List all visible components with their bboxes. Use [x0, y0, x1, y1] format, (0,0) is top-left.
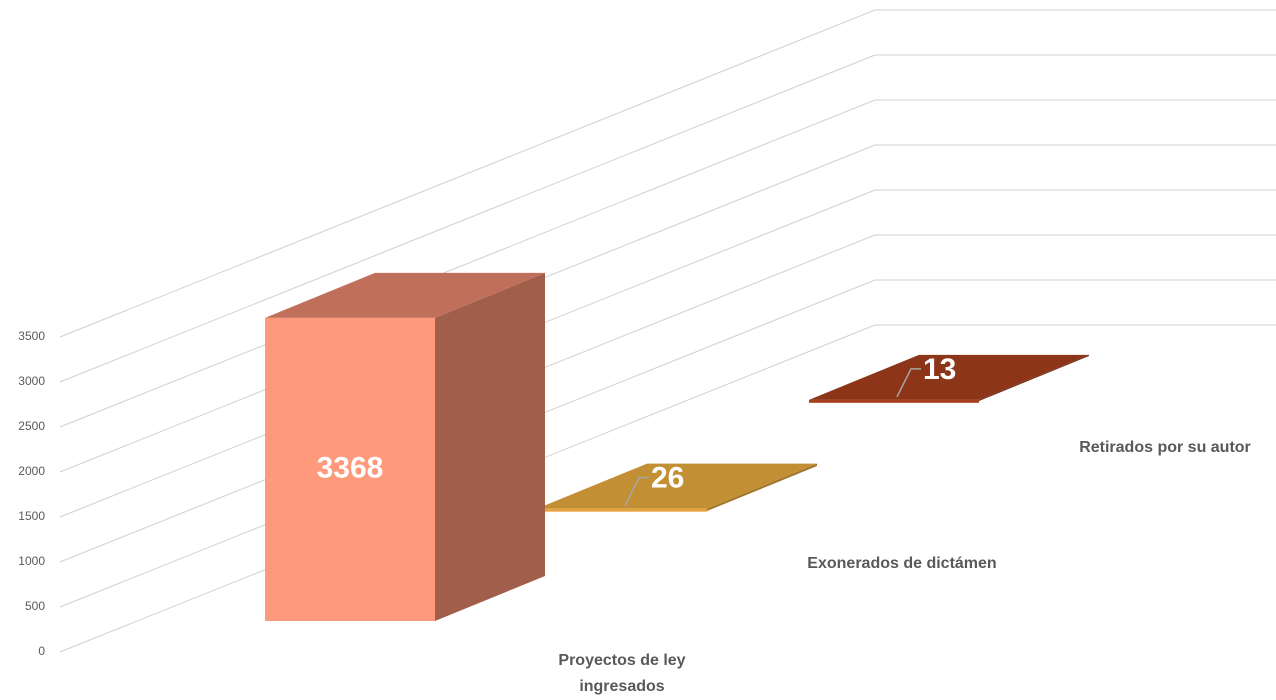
- value-label: 26: [651, 462, 684, 495]
- bar-front: [265, 317, 435, 621]
- x-tick-label: Retirados por su autor: [1079, 439, 1251, 456]
- bar-front: [809, 399, 979, 403]
- y-tick-label: 2000: [18, 464, 45, 478]
- y-tick-label: 3500: [18, 329, 45, 343]
- bar-side: [435, 272, 545, 621]
- leader-line: [624, 476, 649, 506]
- grid-line: [59, 54, 1276, 383]
- value-label: 3368: [317, 451, 384, 484]
- x-tick-label: Exonerados de dictámen: [807, 555, 997, 572]
- value-label: 13: [923, 353, 956, 386]
- bar-side: [979, 354, 1089, 401]
- y-tick-label: 2500: [18, 419, 45, 433]
- y-tick-label: 1500: [18, 509, 45, 523]
- bar-side: [707, 463, 817, 511]
- bar-top: [265, 272, 545, 318]
- y-tick-label: 3000: [18, 374, 45, 388]
- y-tick-label: 1000: [18, 554, 45, 568]
- leader-line: [896, 368, 921, 398]
- grid-line: [59, 9, 1276, 338]
- y-tick-label: 500: [25, 599, 45, 613]
- bar-front: [537, 508, 707, 512]
- x-tick-label: Proyectos de ley ingresados: [558, 652, 686, 695]
- y-tick-label: 0: [38, 644, 45, 658]
- bar-top: [537, 463, 817, 509]
- bar-top: [809, 354, 1089, 400]
